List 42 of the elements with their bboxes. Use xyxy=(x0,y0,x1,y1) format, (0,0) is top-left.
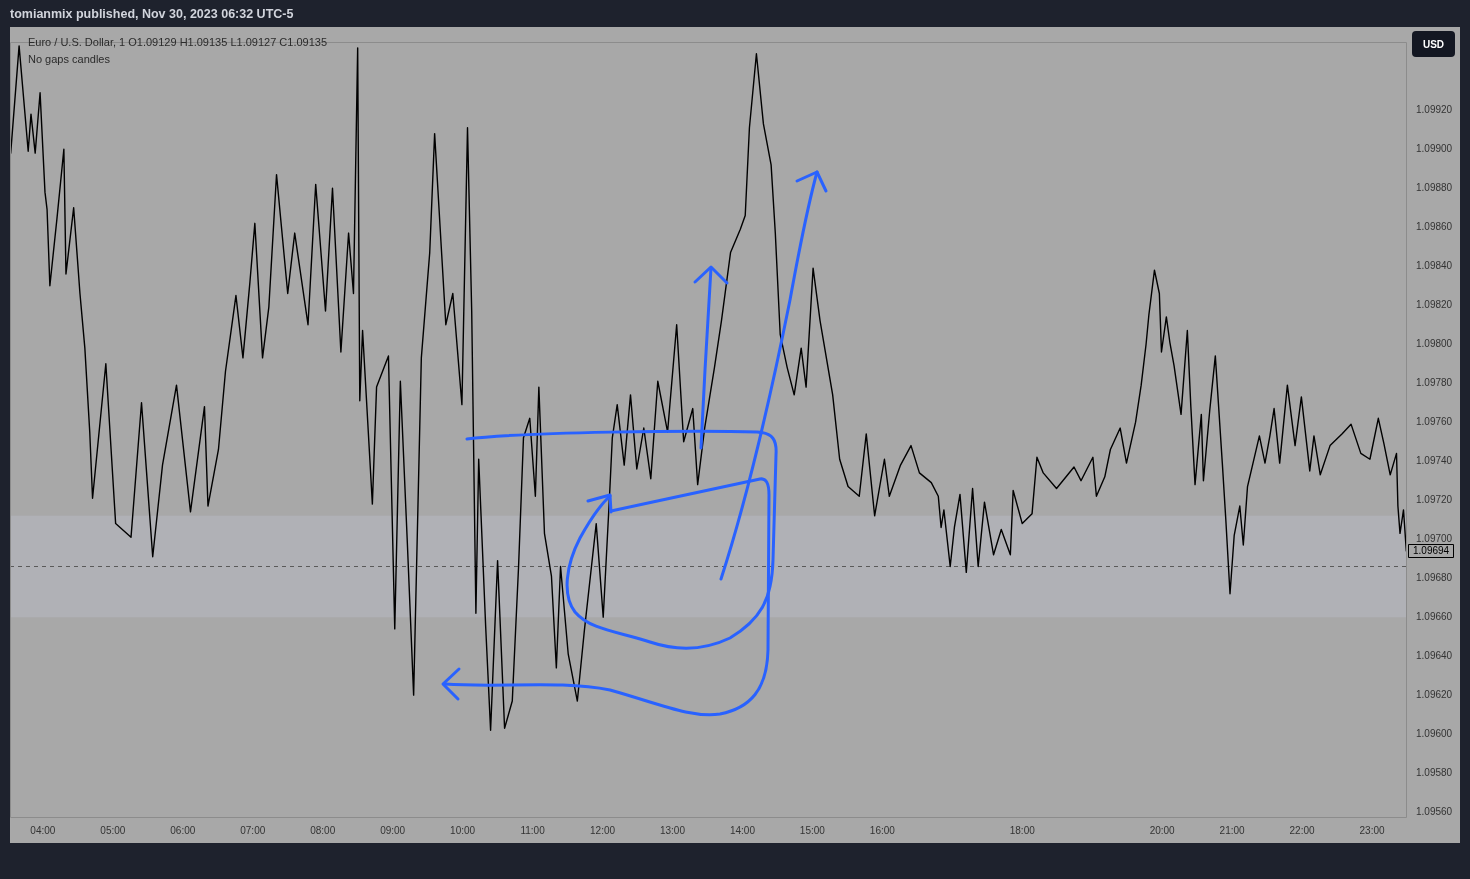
x-tick-label: 20:00 xyxy=(1149,824,1176,836)
y-tick-label: 1.09660 xyxy=(1416,610,1453,622)
y-tick-label: 1.09900 xyxy=(1416,142,1453,154)
x-tick-label: 15:00 xyxy=(799,824,826,836)
x-tick-label: 09:00 xyxy=(380,824,406,836)
y-tick-label: 1.09620 xyxy=(1416,688,1453,700)
y-tick-label: 1.09640 xyxy=(1416,649,1453,661)
x-tick-label: 07:00 xyxy=(240,824,266,836)
x-tick-label: 21:00 xyxy=(1219,824,1246,836)
y-tick-label: 1.09680 xyxy=(1416,571,1453,583)
text: tomianmix published, Nov 30, 2023 06:32 UTC-5 xyxy=(10,7,294,22)
y-tick-label: 1.09560 xyxy=(1416,805,1453,817)
y-tick-label: 1.09920 xyxy=(1416,103,1453,115)
x-tick-label: 05:00 xyxy=(100,824,126,836)
y-tick-label: 1.09600 xyxy=(1416,727,1453,739)
x-tick-label: 12:00 xyxy=(590,824,616,836)
x-tick-label: 08:00 xyxy=(310,824,336,836)
x-tick-label: 18:00 xyxy=(1009,824,1036,836)
y-tick-label: 1.09580 xyxy=(1416,766,1453,778)
currency-button: USD xyxy=(1412,31,1455,57)
y-tick-label: 1.09760 xyxy=(1416,415,1453,427)
x-tick-label: 23:00 xyxy=(1359,824,1385,836)
y-tick-label: 1.09800 xyxy=(1416,337,1453,349)
x-tick-label: 22:00 xyxy=(1289,824,1316,836)
y-tick-label: 1.09740 xyxy=(1416,454,1453,466)
text: No gaps candles xyxy=(28,53,110,66)
x-tick-label: 10:00 xyxy=(450,824,476,836)
y-tick-label: 1.09880 xyxy=(1416,181,1453,193)
x-tick-label: 16:00 xyxy=(869,824,896,836)
y-tick-label: 1.09860 xyxy=(1416,220,1453,232)
x-tick-label: 13:00 xyxy=(659,824,686,836)
y-tick-label: 1.09720 xyxy=(1416,493,1453,505)
y-tick-label: 1.09820 xyxy=(1416,298,1453,310)
y-tick-label: 1.09840 xyxy=(1416,259,1453,271)
x-tick-label: 04:00 xyxy=(30,824,56,836)
y-tick-label: 1.09780 xyxy=(1416,376,1453,388)
text: 1.09694 xyxy=(1413,545,1450,557)
x-tick-label: 14:00 xyxy=(729,824,756,836)
y-tick-label: 1.09700 xyxy=(1416,532,1453,544)
chart-title: Euro / U.S. Dollar, 1 O1.09129 H1.09135 L1.09127 C1.09135 xyxy=(28,36,328,49)
x-tick-label: 06:00 xyxy=(170,824,196,836)
x-tick-label: 11:00 xyxy=(520,824,546,836)
